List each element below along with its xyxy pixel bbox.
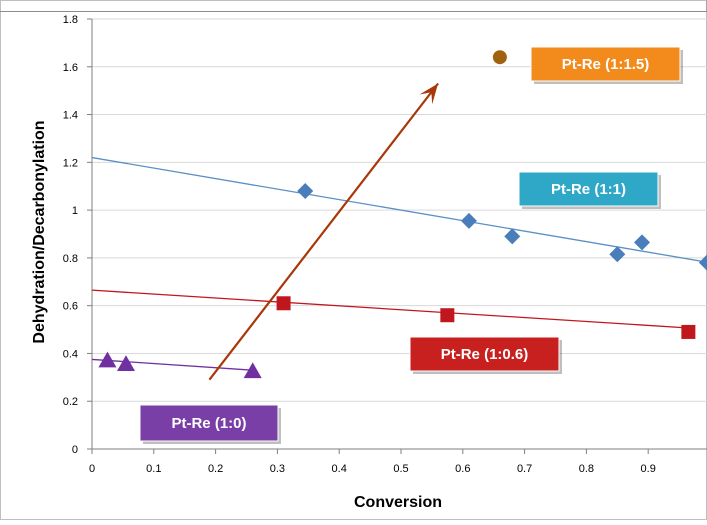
series-label: Pt-Re (1:0.6) [409, 336, 562, 374]
trend-arrow [208, 82, 439, 381]
data-point-square [681, 324, 696, 339]
x-tick-label: 0.6 [455, 463, 470, 475]
data-markers [98, 50, 707, 379]
data-point-diamond [460, 212, 477, 229]
label-text: Pt-Re (1:0) [171, 415, 246, 432]
x-tick-label: 0.3 [270, 463, 285, 475]
x-tick-label: 0.7 [517, 463, 532, 475]
label-text: Pt-Re (1:1.5) [562, 56, 650, 73]
data-point-diamond [297, 183, 314, 199]
x-tick-label: 0.8 [579, 463, 594, 475]
x-tick-label: 0.2 [208, 463, 223, 475]
y-tick-label: 1.6 [63, 62, 78, 74]
data-point-square [440, 308, 455, 323]
y-axis-title: Dehydration/Decarbonylation [31, 120, 48, 343]
label-box [139, 404, 279, 442]
data-point-diamond [609, 246, 626, 263]
x-tick-label: 0.4 [332, 463, 347, 475]
data-point-diamond [634, 234, 651, 251]
label-box [518, 171, 659, 207]
trendline [91, 358, 253, 371]
label-box [409, 336, 560, 372]
axes [87, 18, 707, 454]
y-tick-label: 0.4 [63, 348, 78, 360]
series-label: Pt-Re (1:1.5) [530, 46, 683, 84]
series-label: Pt-Re (1:0) [139, 404, 281, 444]
arrow-head [419, 83, 439, 105]
x-axis-title: Conversion [354, 494, 442, 511]
data-point-triangle [243, 362, 262, 379]
x-tick-label: 0.5 [393, 463, 408, 475]
x-tick-labels: 0 0.1 0.2 0.3 0.4 0.5 0.6 0.7 0.8 0.9 [89, 463, 656, 475]
trendline [91, 156, 707, 263]
data-point-triangle [98, 351, 117, 368]
series-label: Pt-Re (1:1) [518, 171, 661, 209]
arrow-shaft [208, 82, 439, 381]
data-point-triangle [116, 355, 135, 371]
label-text: Pt-Re (1:0.6) [441, 346, 529, 363]
trendline [91, 289, 695, 330]
y-tick-label: 1.2 [63, 157, 78, 169]
series-labels: Pt-Re (1:1.5) Pt-Re (1:1) Pt-Re (1:0.6) Pt-… [139, 46, 683, 444]
data-point-square [276, 296, 291, 311]
data-point-circle [492, 50, 507, 65]
x-tick-label: 0 [89, 463, 95, 475]
data-point-diamond [698, 254, 707, 271]
y-tick-label: 1.8 [63, 14, 78, 26]
x-tick-label: 0.1 [146, 463, 161, 475]
y-tick-label: 0.2 [63, 396, 78, 408]
y-tick-label: 1.4 [63, 110, 78, 122]
trendlines [91, 156, 707, 371]
label-text: Pt-Re (1:1) [551, 181, 626, 198]
label-box [530, 46, 681, 82]
y-tick-label: 0.6 [63, 301, 78, 313]
y-tick-label: 1 [72, 205, 78, 217]
y-tick-label: 0 [72, 444, 78, 456]
y-tick-label: 0.8 [63, 253, 78, 265]
x-tick-label: 0.9 [641, 463, 656, 475]
y-tick-labels: 0 0.2 0.4 0.6 0.8 1 1.2 1.4 1.6 1.8 [63, 14, 78, 456]
data-point-diamond [504, 228, 521, 245]
